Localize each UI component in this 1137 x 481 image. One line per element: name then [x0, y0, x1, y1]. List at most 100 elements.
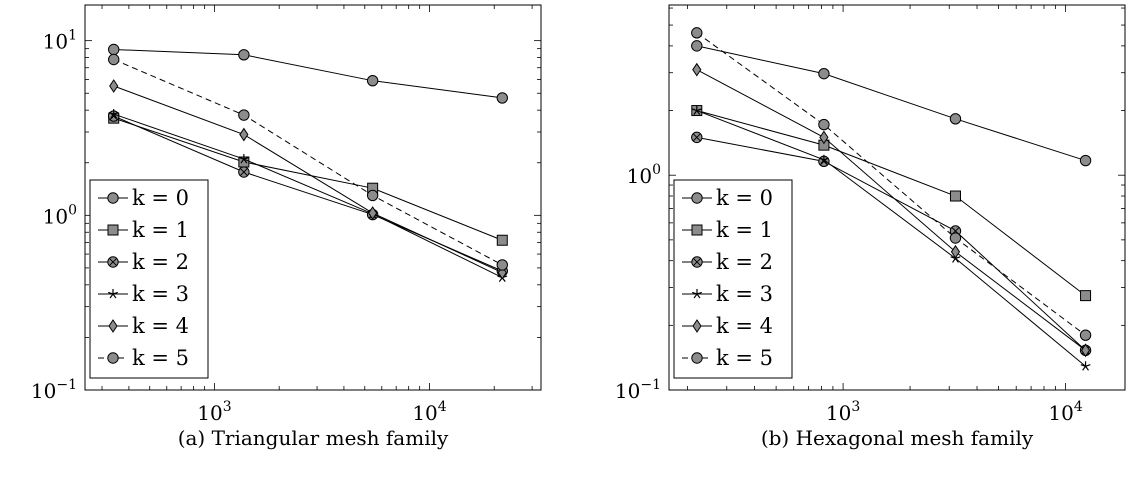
legend-label: k = 4 [132, 314, 189, 338]
series-1 [691, 40, 1092, 167]
data-point [691, 27, 703, 39]
series-line [113, 113, 503, 279]
data-point [496, 234, 508, 246]
data-point [949, 190, 961, 202]
legend-entry: k = 0 [682, 186, 773, 210]
legend-marker [692, 319, 702, 333]
data-point [368, 206, 378, 220]
series-line [113, 48, 503, 99]
data-point [949, 113, 962, 125]
y-tick-label: 10−1 [615, 377, 661, 403]
series-line [696, 136, 1086, 351]
legend-entry: k = 2 [682, 250, 773, 274]
data-point [238, 49, 250, 61]
data-point [691, 131, 703, 144]
legend-entry: k = 5 [98, 346, 189, 370]
legend-marker [107, 224, 119, 236]
x-tick-label: 104 [412, 399, 446, 425]
legend-label: k = 1 [716, 218, 773, 242]
series-4 [691, 105, 1091, 371]
series-line [113, 85, 503, 274]
x-tick-label: 103 [197, 399, 231, 425]
legend-entry: k = 2 [98, 250, 189, 274]
legend-marker [107, 256, 119, 268]
legend-marker [691, 256, 703, 268]
data-point [950, 244, 961, 259]
legend-box [89, 179, 209, 379]
y-tick-label: 100 [43, 202, 77, 228]
data-point [108, 53, 120, 66]
data-point [108, 43, 120, 56]
legend-box [673, 179, 793, 379]
legend-entry: k = 3 [682, 282, 773, 306]
series-6 [691, 27, 1092, 341]
data-point [1079, 329, 1092, 341]
legend: k = 0 k = 1 k = 2 k = 3 k = 4 k = 5 [673, 179, 793, 379]
data-point [818, 154, 829, 165]
data-point [691, 105, 702, 115]
series-line [696, 110, 1086, 367]
legend-label: k = 2 [132, 250, 189, 274]
data-point [1080, 361, 1091, 371]
data-point [819, 130, 829, 145]
legend-entry: k = 4 [98, 314, 189, 338]
chart-caption: (b) Hexagonal mesh family [761, 426, 1034, 450]
data-point [818, 118, 830, 131]
series-line [113, 117, 503, 241]
legend-marker [107, 192, 119, 204]
data-point [108, 109, 119, 119]
data-point [238, 166, 250, 178]
legend-label: k = 1 [132, 218, 189, 242]
legend-marker [692, 289, 702, 299]
series-line [696, 32, 1086, 336]
y-tick-label: 10−1 [31, 377, 77, 403]
legend-label: k = 4 [716, 314, 773, 338]
legend-marker [107, 352, 119, 364]
legend-marker [691, 224, 703, 236]
series-line [696, 45, 1086, 162]
data-point [238, 109, 250, 121]
legend-label: k = 0 [132, 186, 189, 210]
y-tick-label: 101 [43, 28, 77, 54]
legend-entry: k = 5 [682, 346, 773, 370]
series-5 [692, 62, 1091, 358]
legend-entry: k = 0 [98, 186, 189, 210]
data-point [949, 232, 962, 244]
data-point [109, 79, 119, 93]
chart-caption: (a) Triangular mesh family [178, 426, 449, 450]
series-line [113, 59, 503, 266]
x-tick-label: 104 [1048, 399, 1082, 425]
plot-frame [668, 4, 1126, 391]
legend-marker [691, 352, 703, 364]
data-point [1080, 290, 1092, 302]
data-point [239, 127, 249, 142]
legend-label: k = 3 [132, 282, 189, 306]
legend-marker [108, 289, 118, 299]
legend-label: k = 2 [716, 250, 773, 274]
plot-frame [84, 4, 542, 391]
data-point [1079, 154, 1092, 167]
data-point [496, 92, 508, 104]
legend: k = 0 k = 1 k = 2 k = 3 k = 4 k = 5 [89, 179, 209, 379]
data-point [691, 40, 703, 52]
legend-label: k = 3 [716, 282, 773, 306]
x-tick-label: 103 [826, 399, 860, 425]
y-tick-label: 100 [627, 162, 661, 188]
data-point [818, 67, 830, 80]
legend-entry: k = 3 [98, 282, 189, 306]
data-point [238, 154, 249, 164]
legend-label: k = 5 [716, 346, 773, 370]
data-point [366, 74, 379, 87]
legend-label: k = 5 [132, 346, 189, 370]
legend-marker [691, 192, 703, 204]
legend-entry: k = 4 [682, 314, 773, 338]
legend-label: k = 0 [716, 186, 773, 210]
data-point [496, 259, 508, 271]
legend-marker [108, 319, 118, 333]
series-6 [108, 53, 508, 271]
legend-entry: k = 1 [98, 218, 189, 242]
